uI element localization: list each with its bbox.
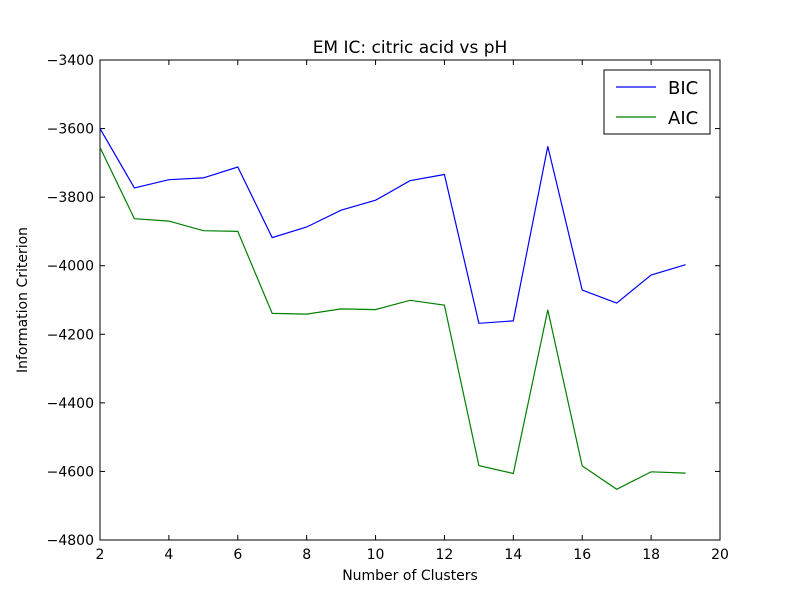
data-point-aic bbox=[167, 220, 170, 223]
data-point-bic bbox=[202, 176, 205, 179]
axes-frame bbox=[99, 59, 721, 541]
data-point-aic bbox=[236, 230, 239, 233]
data-point-aic bbox=[581, 464, 584, 467]
data-point-bic bbox=[650, 273, 653, 276]
y-tick-label: −3400 bbox=[47, 53, 94, 69]
data-point-bic bbox=[374, 199, 377, 202]
x-tick-label: 16 bbox=[573, 547, 591, 563]
y-tick-label: −4800 bbox=[47, 533, 94, 549]
data-point-aic bbox=[650, 470, 653, 473]
data-point-aic bbox=[615, 488, 618, 491]
legend: BIC AIC bbox=[603, 69, 711, 135]
data-point-aic bbox=[512, 472, 515, 475]
data-point-bic bbox=[305, 225, 308, 228]
x-axis-label: Number of Clusters bbox=[342, 568, 478, 584]
data-point-aic bbox=[546, 308, 549, 311]
x-tick-label: 8 bbox=[302, 547, 311, 563]
y-tick-label: −4400 bbox=[47, 396, 94, 412]
plot-area: 2 4 6 8 10 12 14 16 18 20 −3400 −3600 −3800 −4000 −420… bbox=[47, 53, 729, 563]
y-axis-label: Information Criterion bbox=[15, 227, 31, 373]
y-tick-label: −4000 bbox=[47, 259, 94, 275]
x-tick-label: 6 bbox=[233, 547, 242, 563]
x-tick-label: 2 bbox=[96, 547, 105, 563]
data-point-aic bbox=[202, 229, 205, 232]
legend-box bbox=[603, 69, 711, 135]
data-point-aic bbox=[443, 304, 446, 307]
x-tick-label: 10 bbox=[367, 547, 385, 563]
data-point-aic bbox=[305, 313, 308, 316]
x-tick-label: 14 bbox=[504, 547, 522, 563]
data-point-bic bbox=[684, 263, 687, 266]
data-point-aic bbox=[99, 146, 102, 149]
data-point-aic bbox=[133, 217, 136, 220]
y-tick-label: −3800 bbox=[47, 190, 94, 206]
data-point-aic bbox=[271, 312, 274, 315]
series-line-bic bbox=[99, 128, 686, 324]
data-point-aic bbox=[409, 299, 412, 302]
x-tick-label: 18 bbox=[642, 547, 660, 563]
data-point-bic bbox=[271, 236, 274, 239]
data-point-aic bbox=[374, 308, 377, 311]
data-point-bic bbox=[409, 179, 412, 182]
data-point-aic bbox=[684, 472, 687, 475]
data-point-bic bbox=[615, 302, 618, 305]
legend-label-bic: BIC bbox=[668, 78, 698, 99]
x-tick-label: 4 bbox=[164, 547, 173, 563]
data-point-bic bbox=[340, 209, 343, 212]
data-point-bic bbox=[581, 289, 584, 292]
x-tick-label: 12 bbox=[436, 547, 454, 563]
data-point-bic bbox=[99, 127, 102, 130]
data-point-bic bbox=[546, 145, 549, 148]
x-tick-label: 20 bbox=[711, 547, 729, 563]
legend-label-aic: AIC bbox=[668, 108, 698, 129]
y-tick-label: −4200 bbox=[47, 327, 94, 343]
data-point-bic bbox=[512, 319, 515, 322]
data-point-bic bbox=[443, 173, 446, 176]
data-point-aic bbox=[340, 307, 343, 310]
y-tick-label: −4600 bbox=[47, 464, 94, 480]
data-point-bic bbox=[236, 165, 239, 168]
y-tick-label: −3600 bbox=[47, 122, 94, 138]
data-point-aic bbox=[477, 464, 480, 467]
series-line-aic bbox=[99, 147, 686, 490]
data-point-bic bbox=[133, 186, 136, 189]
data-point-bic bbox=[167, 178, 170, 181]
data-point-bic bbox=[477, 322, 480, 325]
chart-title: EM IC: citric acid vs pH bbox=[313, 38, 508, 58]
